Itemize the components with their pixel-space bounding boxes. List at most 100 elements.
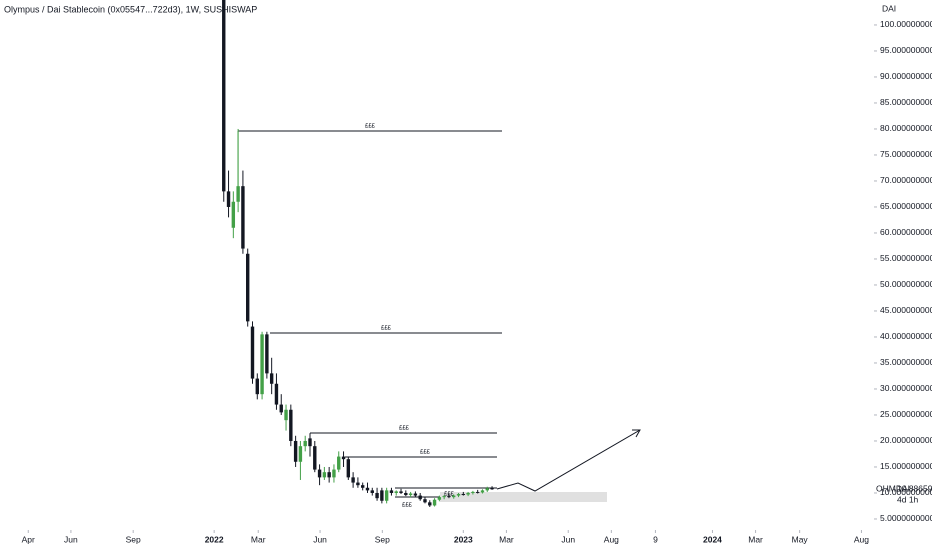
annotation: £££ bbox=[365, 124, 376, 130]
candle-body bbox=[351, 477, 355, 483]
x-tick-label: Sep bbox=[375, 534, 390, 544]
last-price-label: 10.8865967670 bbox=[897, 483, 932, 493]
candle-body bbox=[231, 201, 236, 228]
projection-arrow bbox=[496, 429, 641, 492]
candle-body bbox=[265, 334, 269, 374]
candle-body bbox=[394, 491, 398, 493]
x-tick-label: Mar bbox=[499, 534, 514, 544]
y-tick-label: 20.0000000000 bbox=[880, 435, 932, 445]
y-tick-label: 40.0000000000 bbox=[880, 331, 932, 341]
y-tick-label: 45.0000000000 bbox=[880, 305, 932, 315]
chart-title: Olympus / Dai Stablecoin (0x05547...722d… bbox=[4, 4, 257, 14]
candle-body bbox=[399, 491, 403, 493]
y-tick-label: 55.0000000000 bbox=[880, 253, 932, 263]
candle-body bbox=[389, 490, 394, 493]
candle-body bbox=[269, 373, 274, 384]
y-tick-label: 5.0000000000 bbox=[880, 513, 932, 523]
candle-body bbox=[337, 456, 341, 470]
candle-body bbox=[475, 491, 480, 493]
candle-body bbox=[384, 490, 389, 501]
candle-body bbox=[442, 496, 446, 498]
candle-body bbox=[274, 383, 279, 405]
annotation: £££ bbox=[420, 450, 431, 456]
x-tick-label: Aug bbox=[854, 534, 869, 544]
candle-body bbox=[452, 495, 456, 498]
y-tick-label: 50.0000000000 bbox=[880, 279, 932, 289]
y-tick-label: 80.0000000000 bbox=[880, 123, 932, 133]
candle-body bbox=[466, 492, 470, 495]
candle-body bbox=[332, 469, 336, 478]
candle-body bbox=[485, 488, 489, 491]
y-tick-label: 10.0000000000 bbox=[880, 487, 932, 497]
countdown-label: 4d 1h bbox=[897, 494, 919, 504]
candle-body bbox=[365, 487, 370, 491]
arrow-head bbox=[632, 429, 641, 438]
candle-body bbox=[423, 499, 427, 503]
candle-body bbox=[289, 409, 293, 441]
y-tick-label: 60.0000000000 bbox=[880, 227, 932, 237]
x-tick-label: Aug bbox=[604, 534, 619, 544]
candle-body bbox=[471, 491, 475, 493]
candle-body bbox=[284, 409, 288, 421]
candle-body bbox=[447, 496, 451, 498]
y-tick-label: 75.0000000000 bbox=[880, 149, 932, 159]
annotation: £££ bbox=[402, 503, 413, 509]
candle-body bbox=[375, 492, 379, 499]
candle-body bbox=[327, 472, 331, 478]
annotation: £££ bbox=[399, 426, 410, 432]
candle-body bbox=[279, 404, 283, 413]
candle-body bbox=[293, 440, 298, 462]
candle-body bbox=[480, 490, 485, 493]
candle-body bbox=[255, 378, 259, 395]
candle-body bbox=[246, 253, 250, 322]
candle-body bbox=[360, 485, 365, 488]
x-tick-label: Apr bbox=[22, 534, 35, 544]
zone-box bbox=[440, 492, 607, 502]
candle-body bbox=[456, 494, 461, 496]
y-tick-label: 15.0000000000 bbox=[880, 461, 932, 471]
x-tick-label: 2023 bbox=[454, 534, 473, 544]
drawings: £££ £££ £££ £££ £££ £££ bbox=[237, 124, 641, 509]
x-tick-label: Sep bbox=[126, 534, 141, 544]
candles bbox=[222, 0, 494, 508]
candle-body bbox=[298, 446, 303, 462]
y-tick-label: 90.0000000000 bbox=[880, 71, 932, 81]
candle-body bbox=[313, 446, 317, 470]
candle-body bbox=[317, 469, 322, 478]
annotation: £££ bbox=[381, 326, 392, 332]
candle-body bbox=[222, 0, 226, 192]
symbol-label: OHMDAI bbox=[876, 483, 910, 493]
candle-body bbox=[370, 490, 374, 493]
y-axis-label: DAI bbox=[882, 3, 896, 13]
y-tick-label: 25.0000000000 bbox=[880, 409, 932, 419]
x-tick-label: 2024 bbox=[703, 534, 722, 544]
y-tick-label: 30.0000000000 bbox=[880, 383, 932, 393]
candle-body bbox=[404, 492, 408, 496]
candle-body bbox=[461, 494, 466, 496]
candle-body bbox=[250, 326, 255, 379]
candle-body bbox=[236, 186, 240, 202]
x-tick-label: Jun bbox=[313, 534, 327, 544]
y-tick-label: 95.0000000000 bbox=[880, 45, 932, 55]
candle-body bbox=[437, 497, 442, 500]
y-tick-label: 85.0000000000 bbox=[880, 97, 932, 107]
x-tick-label: Jun bbox=[561, 534, 575, 544]
candle-body bbox=[346, 459, 351, 478]
candle-body bbox=[322, 472, 327, 478]
candle-body bbox=[413, 493, 418, 496]
y-tick-label: 100.0000000000 bbox=[880, 19, 932, 29]
candle-body bbox=[308, 438, 312, 447]
x-tick-label: May bbox=[792, 534, 809, 544]
candle-body bbox=[226, 191, 231, 207]
candle-body bbox=[428, 502, 432, 506]
candle-body bbox=[490, 488, 494, 490]
candle-body bbox=[408, 493, 413, 496]
y-tick-label: 70.0000000000 bbox=[880, 175, 932, 185]
candle-body bbox=[356, 482, 360, 486]
candle-body bbox=[418, 495, 422, 500]
y-tick-label: 65.0000000000 bbox=[880, 201, 932, 211]
candle-body bbox=[341, 456, 346, 460]
x-tick-label: 9 bbox=[653, 534, 658, 544]
candle-body bbox=[241, 186, 245, 249]
